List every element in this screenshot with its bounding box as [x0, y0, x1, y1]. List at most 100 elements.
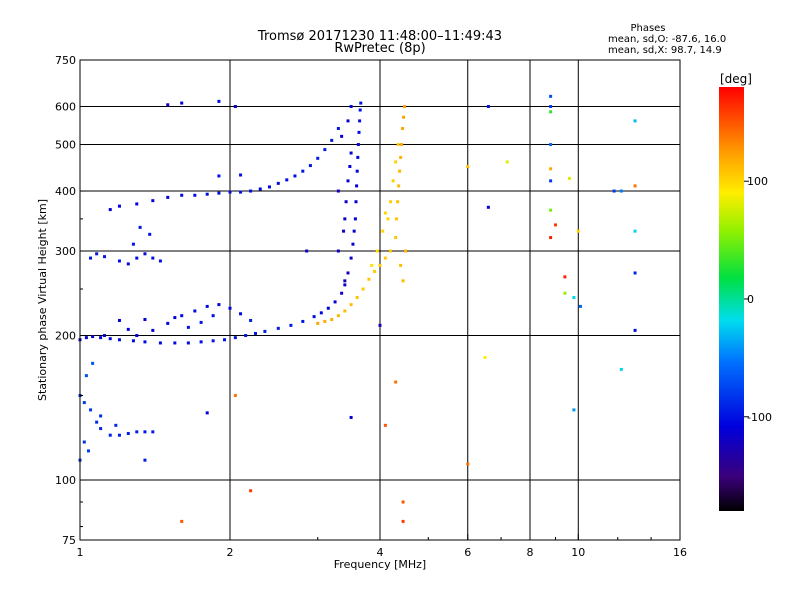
data-point — [166, 321, 170, 325]
data-point — [135, 202, 139, 206]
data-point — [276, 326, 280, 330]
data-point — [117, 318, 121, 322]
data-point — [352, 229, 356, 233]
data-point — [466, 164, 470, 168]
data-point — [348, 164, 352, 168]
data-point — [383, 423, 387, 427]
data-point — [401, 519, 405, 523]
grid-lines — [80, 60, 680, 540]
data-point — [186, 325, 190, 329]
data-point — [391, 179, 395, 183]
data-point — [402, 115, 406, 119]
data-point — [126, 432, 130, 436]
colorbar-tick-label: 100 — [747, 175, 768, 188]
data-point — [117, 433, 121, 437]
data-point — [135, 334, 139, 338]
data-point — [91, 335, 95, 339]
data-point — [403, 105, 407, 109]
x-tick-label: 2 — [227, 546, 234, 559]
data-point — [199, 320, 203, 324]
data-point — [394, 380, 398, 384]
data-point — [466, 462, 470, 466]
colorbar-tick-label: 0 — [747, 293, 754, 306]
data-point — [166, 103, 170, 107]
data-point — [180, 193, 184, 197]
data-point — [135, 430, 139, 434]
data-point — [401, 279, 405, 283]
data-point — [563, 275, 567, 279]
data-point — [103, 255, 107, 259]
data-point — [549, 167, 553, 171]
data-point — [249, 189, 253, 193]
data-point — [126, 262, 130, 266]
data-point — [108, 337, 112, 341]
data-point — [576, 229, 580, 233]
data-point — [205, 411, 209, 415]
data-point — [217, 174, 221, 178]
data-point — [336, 126, 340, 130]
data-point — [82, 401, 86, 405]
data-point — [567, 176, 571, 180]
y-axis-label: Stationary phase Virtual Height [km] — [36, 199, 49, 401]
data-point — [633, 328, 637, 332]
data-point — [131, 339, 135, 343]
data-point — [349, 151, 353, 155]
data-point — [343, 217, 347, 221]
data-point — [336, 249, 340, 253]
y-tick-label: 200 — [55, 330, 76, 343]
x-axis-label: Frequency [MHz] — [334, 558, 426, 571]
data-point — [633, 119, 637, 123]
data-point — [249, 318, 253, 322]
data-point — [346, 119, 350, 123]
data-point — [186, 341, 190, 345]
phase-stats-x: mean, sd,X: 98.7, 14.9 — [608, 45, 722, 56]
data-point — [356, 143, 360, 147]
y-tick-label: 300 — [55, 245, 76, 258]
data-point — [349, 303, 353, 307]
data-point — [553, 223, 557, 227]
data-point — [619, 189, 623, 193]
data-point — [151, 199, 155, 203]
data-point — [336, 314, 340, 318]
data-point — [349, 256, 353, 260]
data-point — [633, 271, 637, 275]
data-point — [244, 334, 248, 338]
y-tick-label: 500 — [55, 139, 76, 152]
data-point — [389, 200, 393, 204]
data-point — [399, 155, 403, 159]
data-point — [343, 283, 347, 287]
data-point — [403, 249, 407, 253]
data-point — [361, 287, 365, 291]
x-tick-label: 1 — [77, 546, 84, 559]
data-point — [563, 291, 567, 295]
data-point — [355, 184, 359, 188]
y-tick-label: 600 — [55, 101, 76, 114]
data-point — [357, 130, 361, 134]
data-point — [344, 200, 348, 204]
data-point — [158, 341, 162, 345]
data-point — [91, 361, 95, 365]
data-point — [336, 189, 340, 193]
data-point — [572, 408, 576, 412]
data-point — [633, 229, 637, 233]
data-point — [356, 155, 360, 159]
data-point — [180, 314, 184, 318]
data-point — [95, 420, 99, 424]
data-point — [486, 205, 490, 209]
data-point — [312, 315, 316, 319]
data-point — [138, 225, 142, 229]
data-point — [370, 263, 374, 267]
data-point — [549, 179, 553, 183]
data-point — [549, 94, 553, 98]
colorbar-label: [deg] — [720, 72, 752, 86]
data-point — [86, 449, 90, 453]
data-point — [205, 192, 209, 196]
data-point — [401, 500, 405, 504]
data-point — [253, 331, 257, 335]
data-point — [394, 160, 398, 164]
data-point — [301, 169, 305, 173]
y-tick-label: 100 — [55, 474, 76, 487]
data-point — [117, 338, 121, 342]
data-point — [217, 99, 221, 103]
data-point — [131, 242, 135, 246]
